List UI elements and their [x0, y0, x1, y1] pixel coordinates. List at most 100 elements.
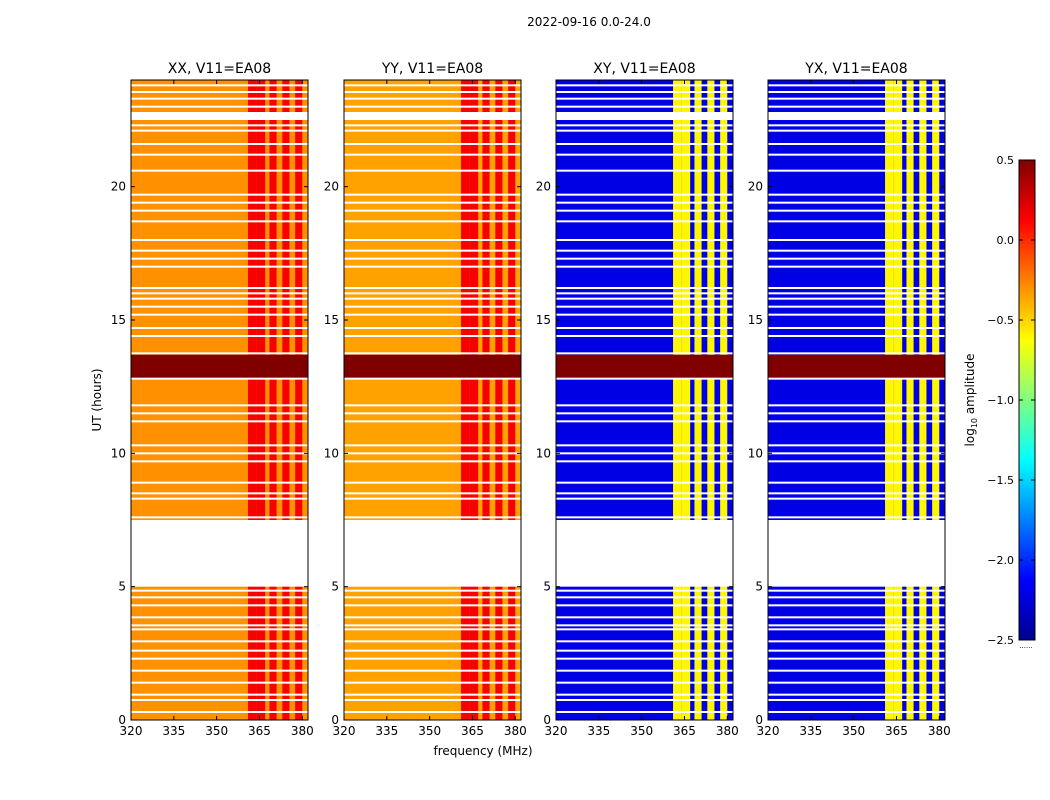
- colorbar-tick-label: 0.5: [997, 154, 1015, 167]
- y-tick-label: 5: [543, 580, 551, 594]
- x-tick-label: 365: [885, 724, 908, 738]
- flagged-row: [768, 377, 945, 380]
- flagged-row: [344, 596, 521, 599]
- flagged-row: [344, 492, 521, 495]
- flagged-row: [131, 497, 308, 500]
- data-gap: [768, 112, 945, 120]
- panel-2: YY, V11=EA08 320 335 350 365 380 0 5 10 15 20: [324, 61, 527, 738]
- flagged-row: [131, 649, 308, 652]
- flagged-row: [768, 420, 945, 423]
- x-tick-label: 335: [162, 724, 185, 738]
- channel-band: [461, 80, 470, 720]
- panel-title: YX, V11=EA08: [804, 61, 907, 77]
- panel-background: [556, 80, 733, 720]
- x-tick-label: 320: [545, 724, 568, 738]
- channel-band: [673, 80, 682, 720]
- flagged-row: [131, 153, 308, 156]
- data-gap: [344, 520, 521, 587]
- x-tick-label: 350: [418, 724, 441, 738]
- flagged-row: [768, 201, 945, 204]
- flagged-row: [768, 169, 945, 172]
- flagged-row: [131, 604, 308, 607]
- flagged-row: [768, 516, 945, 519]
- colorbar-footer: ......: [1019, 642, 1032, 650]
- x-tick-label: 380: [928, 724, 951, 738]
- x-tick-label: 335: [799, 724, 822, 738]
- data-gap: [768, 520, 945, 587]
- flagged-row: [344, 249, 521, 252]
- flagged-row: [131, 193, 308, 196]
- flagged-row: [344, 287, 521, 289]
- flagged-row: [768, 616, 945, 619]
- rfi-band: [768, 354, 945, 379]
- flagged-row: [768, 193, 945, 196]
- flagged-row: [344, 628, 521, 631]
- colorbar-label-suffix: amplitude: [963, 354, 977, 418]
- flagged-row: [344, 305, 521, 308]
- flagged-row: [768, 624, 945, 627]
- flagged-row: [131, 420, 308, 423]
- flagged-row: [556, 624, 733, 627]
- flagged-row: [556, 693, 733, 696]
- flagged-row: [556, 124, 733, 127]
- flagged-row: [768, 249, 945, 252]
- flagged-row: [768, 681, 945, 684]
- x-tick-label: 350: [630, 724, 653, 738]
- x-tick-label: 365: [248, 724, 271, 738]
- flagged-row: [344, 193, 521, 196]
- flagged-row: [768, 313, 945, 316]
- flagged-row: [768, 404, 945, 407]
- flagged-row: [131, 596, 308, 599]
- flagged-row: [556, 492, 733, 495]
- panel-4: YX, V11=EA08 320 335 350 365 380 0 5 10 15 20: [748, 61, 951, 738]
- flagged-row: [131, 91, 308, 93]
- flagged-row: [556, 169, 733, 172]
- flagged-row: [131, 444, 308, 447]
- flagged-row: [344, 105, 521, 108]
- flagged-row: [344, 297, 521, 300]
- colorbar-ticks: 0.5 0.0 −0.5 −1.0 −1.5 −2.0 −2.5: [987, 154, 1035, 647]
- panel-frame: [555, 79, 734, 721]
- flagged-row: [768, 297, 945, 300]
- flagged-row: [344, 201, 521, 204]
- flagged-row: [556, 420, 733, 423]
- channel-band: [885, 80, 894, 720]
- y-tick-label: 0: [331, 713, 339, 727]
- flagged-row: [344, 681, 521, 684]
- flagged-row: [131, 335, 308, 337]
- flagged-row: [344, 257, 521, 260]
- flagged-row: [768, 91, 945, 93]
- panel-frame: [343, 79, 522, 721]
- x-tick-label: 335: [375, 724, 398, 738]
- x-tick-label: 320: [120, 724, 143, 738]
- flagged-row: [131, 481, 308, 484]
- flagged-row: [344, 153, 521, 156]
- flagged-row: [344, 420, 521, 423]
- flagged-row: [131, 313, 308, 316]
- panel-frame: [767, 79, 946, 721]
- flagged-row: [556, 657, 733, 660]
- channel-band: [694, 80, 702, 720]
- flagged-row: [768, 693, 945, 696]
- flagged-row: [344, 292, 521, 295]
- flagged-row: [768, 305, 945, 308]
- flagged-row: [768, 497, 945, 500]
- panel-title: XY, V11=EA08: [593, 61, 695, 77]
- flagged-row: [344, 327, 521, 329]
- y-tick-label: 0: [755, 713, 763, 727]
- flagged-row: [131, 711, 308, 713]
- flagged-row: [131, 516, 308, 519]
- flagged-row: [344, 239, 521, 241]
- y-tick-label: 20: [748, 180, 763, 194]
- flagged-row: [556, 201, 733, 204]
- x-tick-label: 380: [504, 724, 527, 738]
- y-axis-label: UT (hours): [90, 368, 104, 431]
- y-tick-label: 15: [748, 313, 763, 327]
- flagged-row: [131, 669, 308, 672]
- flagged-row: [768, 699, 945, 701]
- x-tick-label: 350: [205, 724, 228, 738]
- flagged-row: [344, 169, 521, 172]
- flagged-row: [556, 649, 733, 652]
- panel-frame: [130, 79, 309, 721]
- colorbar-label: log10 amplitude: [963, 354, 979, 447]
